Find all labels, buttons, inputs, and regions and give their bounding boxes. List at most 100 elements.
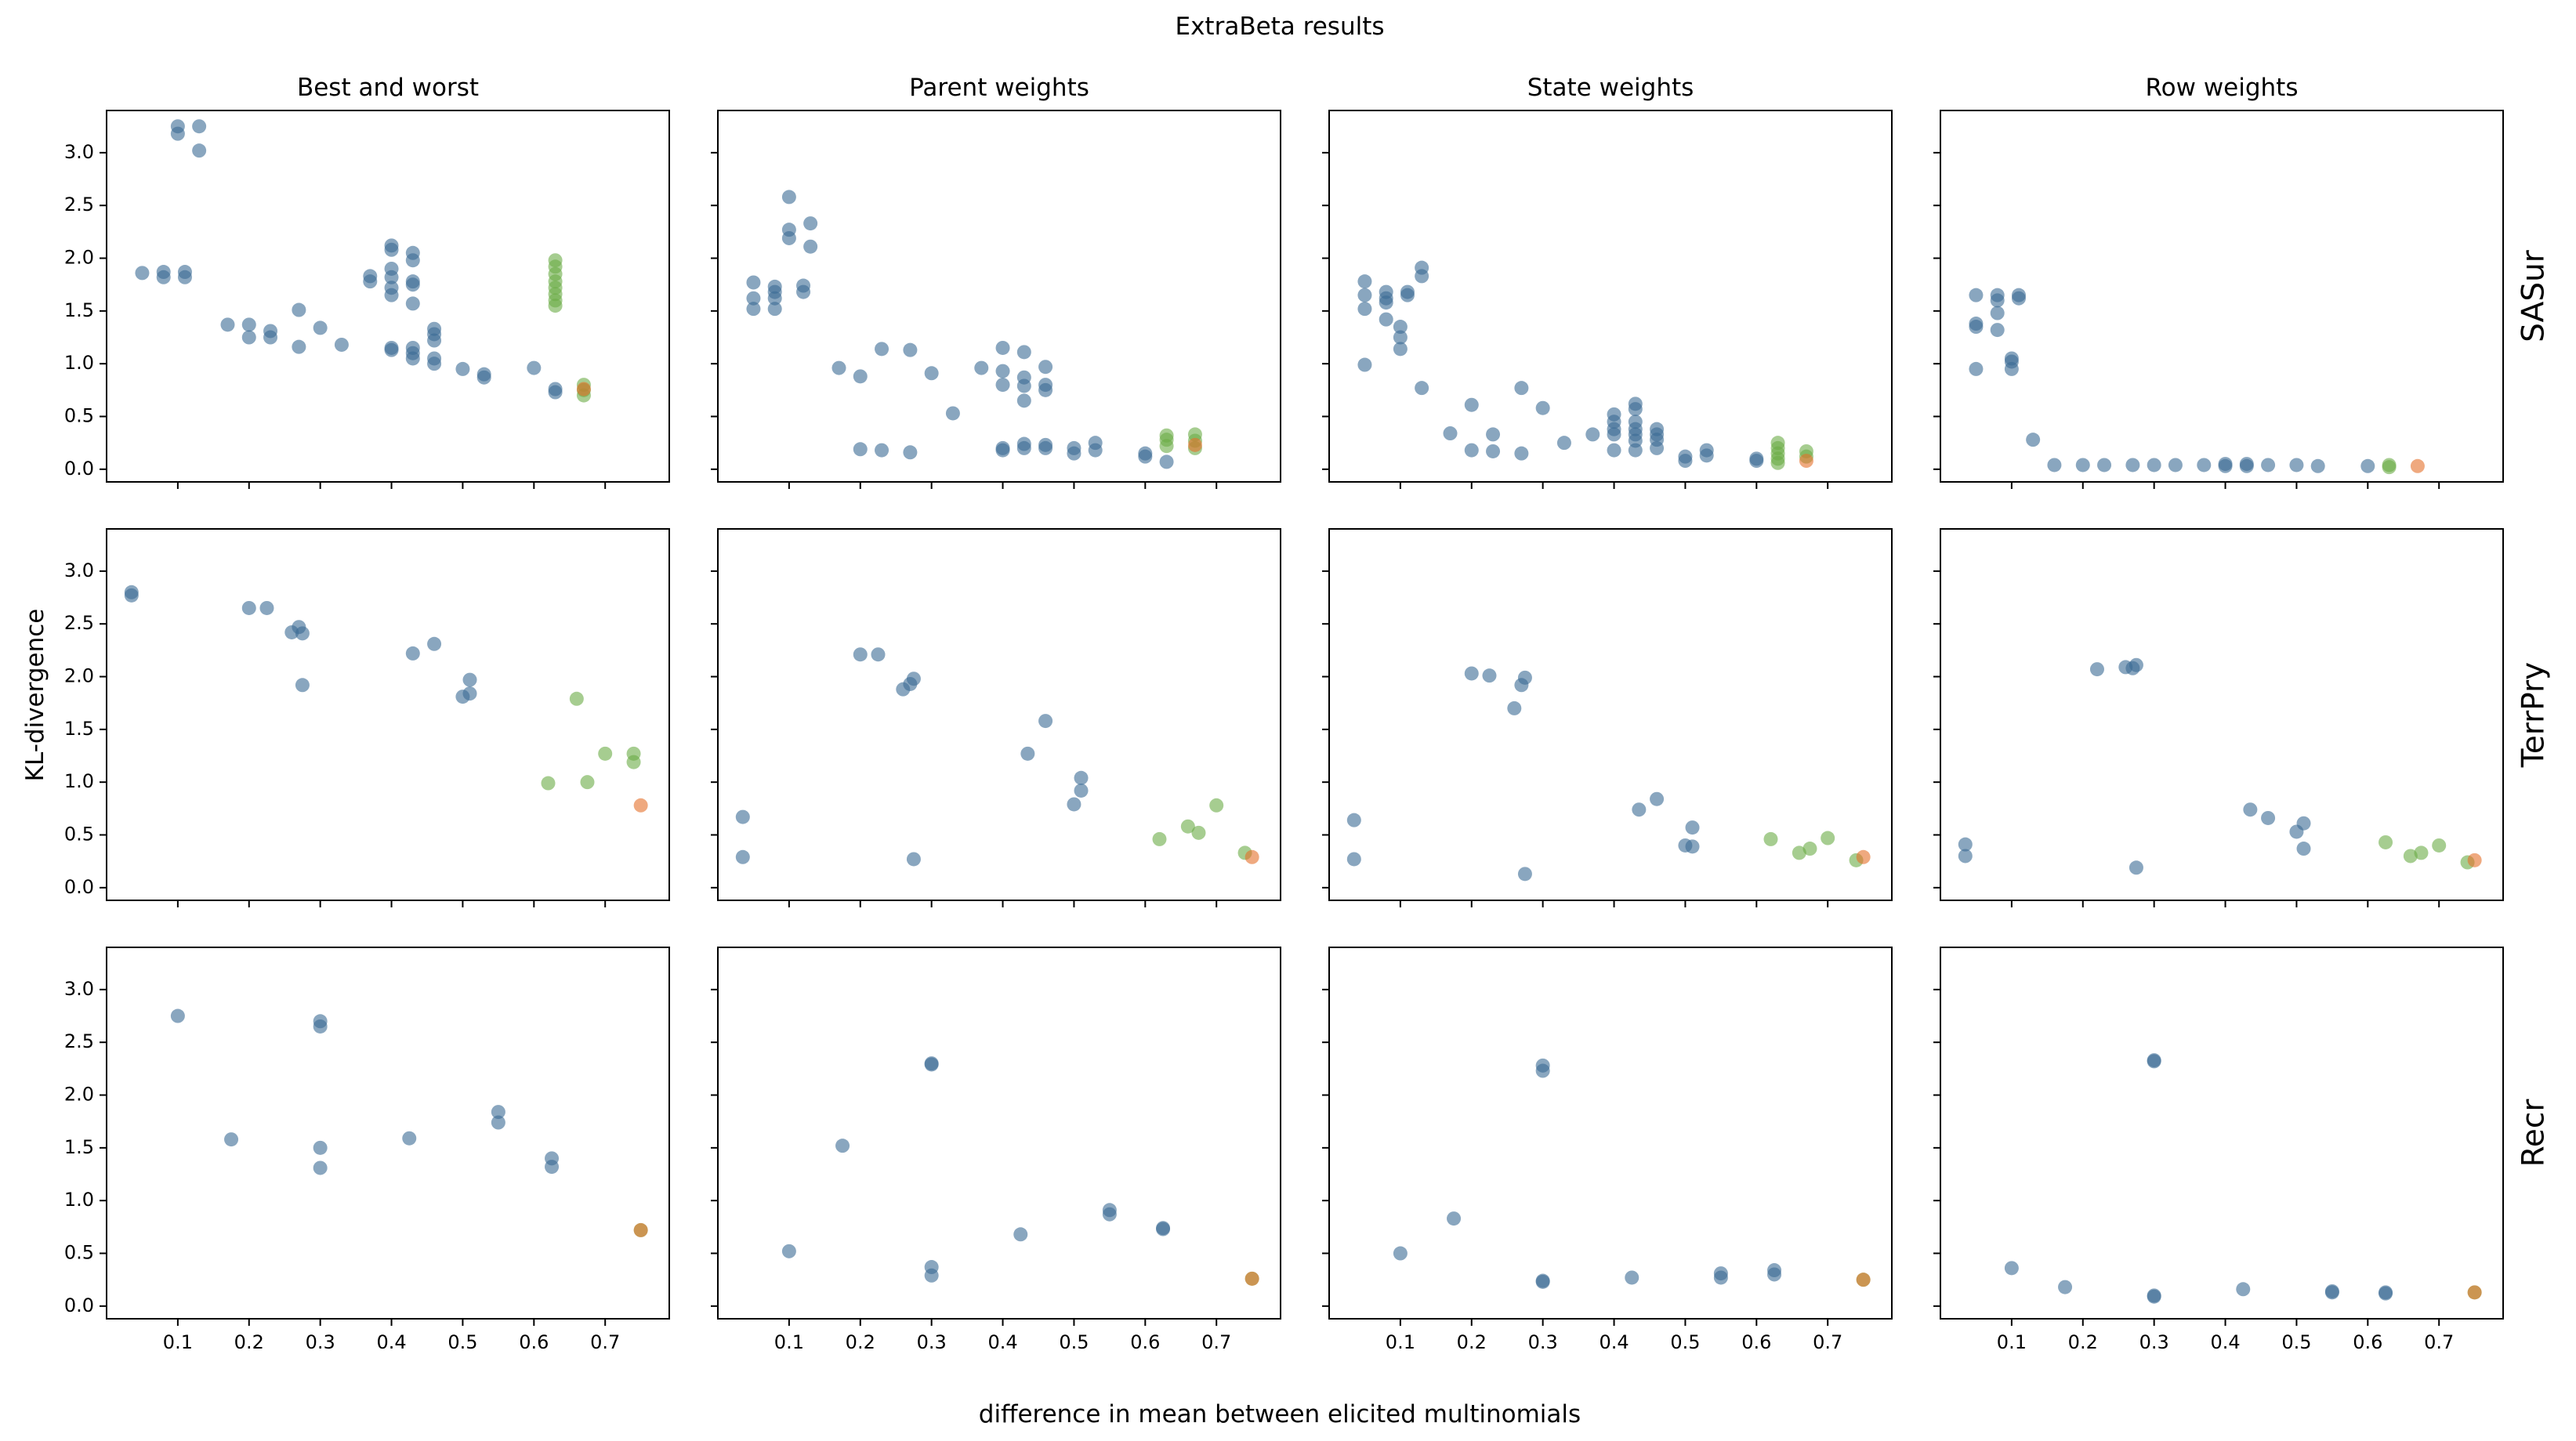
data-point-blue xyxy=(875,443,889,458)
data-point-blue xyxy=(177,265,192,280)
data-point-blue xyxy=(2360,458,2375,473)
data-point-blue xyxy=(803,216,818,231)
x-tick-label: 0.2 xyxy=(1457,1331,1487,1353)
x-tick-label: 0.7 xyxy=(1813,1331,1842,1353)
y-tick-label: 2.5 xyxy=(64,612,94,634)
data-point-blue xyxy=(1514,446,1529,461)
data-point-green xyxy=(1792,845,1806,860)
data-point-blue xyxy=(1482,668,1497,683)
data-point-green xyxy=(2403,849,2418,864)
data-point-blue xyxy=(2097,458,2112,472)
data-point-blue xyxy=(2147,1054,2161,1069)
data-point-blue xyxy=(2261,810,2276,825)
data-point-blue xyxy=(124,588,139,603)
data-point-blue xyxy=(1357,274,1372,289)
data-point-blue xyxy=(853,369,868,384)
data-point-blue xyxy=(1628,443,1643,458)
x-tick-label: 0.2 xyxy=(234,1331,264,1353)
data-point-blue xyxy=(135,266,150,281)
data-point-blue xyxy=(1393,330,1408,345)
data-point-blue xyxy=(746,291,761,306)
data-point-blue xyxy=(995,340,1010,355)
column-title-parent-weights: Parent weights xyxy=(909,74,1089,102)
panel-recr-row-weights: 0.1 0.2 0.3 0.4 0.5 0.6 0.7 xyxy=(1933,947,2504,1353)
panel-recr-parent-weights: 0.1 0.2 0.3 0.4 0.5 0.6 0.7 xyxy=(711,947,1281,1353)
data-point-blue xyxy=(384,340,399,355)
panel-terrpry-state-weights xyxy=(1322,528,1893,907)
data-point-blue xyxy=(1969,320,1984,335)
data-point-blue xyxy=(1517,867,1532,882)
data-point-green xyxy=(541,776,556,791)
y-tick-label: 1.5 xyxy=(64,718,94,740)
panel-terrpry-row-weights xyxy=(1933,528,2504,907)
y-tick-label: 0.0 xyxy=(64,458,94,480)
data-point-blue xyxy=(1138,446,1153,461)
data-point-blue xyxy=(2296,842,2311,856)
data-point-orange xyxy=(2410,458,2425,473)
x-tick-label: 0.6 xyxy=(1130,1331,1160,1353)
data-point-blue xyxy=(1102,1207,1117,1222)
data-point-blue xyxy=(1016,393,1031,408)
data-point-orange xyxy=(1245,1271,1259,1286)
data-point-orange xyxy=(2467,853,2482,867)
data-point-blue xyxy=(2125,458,2140,472)
data-point-green xyxy=(1802,842,1817,856)
data-point-orange xyxy=(1245,849,1259,864)
data-point-blue xyxy=(1958,837,1973,852)
data-point-blue xyxy=(1514,381,1529,396)
data-point-blue xyxy=(170,1008,185,1023)
data-point-blue xyxy=(548,382,563,396)
x-tick-label: 0.3 xyxy=(2139,1331,2169,1353)
data-point-blue xyxy=(2243,802,2258,817)
data-point-blue xyxy=(1074,783,1089,798)
data-point-blue xyxy=(1713,1270,1728,1285)
data-point-blue xyxy=(2197,458,2212,472)
data-point-green xyxy=(598,746,613,761)
column-title-row-weights: Row weights xyxy=(2146,74,2299,102)
data-point-blue xyxy=(1415,269,1429,284)
x-tick-label: 0.5 xyxy=(2281,1331,2311,1353)
y-tick-label: 1.0 xyxy=(64,1189,94,1211)
data-point-blue xyxy=(427,351,442,366)
y-tick-label: 2.0 xyxy=(64,247,94,269)
data-point-green xyxy=(626,755,641,769)
data-point-green xyxy=(1159,428,1174,443)
data-point-blue xyxy=(292,339,306,354)
y-tick-label: 0.5 xyxy=(64,405,94,427)
data-point-blue xyxy=(1486,444,1501,458)
data-point-blue xyxy=(1958,849,1973,864)
data-point-blue xyxy=(974,360,989,375)
y-tick-label: 0.0 xyxy=(64,1294,94,1316)
data-point-blue xyxy=(903,445,918,460)
y-tick-label: 3.0 xyxy=(64,141,94,163)
panel-frame xyxy=(717,947,1281,1320)
data-point-blue xyxy=(1464,397,1479,412)
panel-frame xyxy=(1328,947,1893,1320)
data-point-blue xyxy=(2047,458,2062,472)
data-point-blue xyxy=(491,1115,505,1130)
data-point-blue xyxy=(1969,288,1984,302)
data-point-blue xyxy=(1628,402,1643,417)
data-point-blue xyxy=(1535,1063,1550,1078)
data-point-blue xyxy=(831,360,846,375)
data-point-blue xyxy=(476,367,491,382)
data-point-blue xyxy=(2004,1261,2019,1276)
data-point-blue xyxy=(1074,770,1089,785)
data-point-green xyxy=(580,775,595,790)
x-tick-label: 0.2 xyxy=(846,1331,875,1353)
data-point-blue xyxy=(781,1244,796,1258)
data-point-blue xyxy=(853,442,868,457)
data-point-blue xyxy=(1038,437,1053,452)
data-point-blue xyxy=(2026,433,2041,447)
x-tick-label: 0.5 xyxy=(1670,1331,1700,1353)
data-point-blue xyxy=(2168,458,2183,472)
data-point-blue xyxy=(2379,1286,2393,1301)
data-point-blue xyxy=(241,317,256,332)
y-tick-label: 0.5 xyxy=(64,1242,94,1264)
data-point-blue xyxy=(995,440,1010,455)
data-point-blue xyxy=(1393,1246,1408,1261)
data-point-blue xyxy=(1699,448,1714,463)
data-point-blue xyxy=(781,230,796,245)
data-point-blue xyxy=(405,274,420,289)
data-point-blue xyxy=(1379,295,1393,310)
